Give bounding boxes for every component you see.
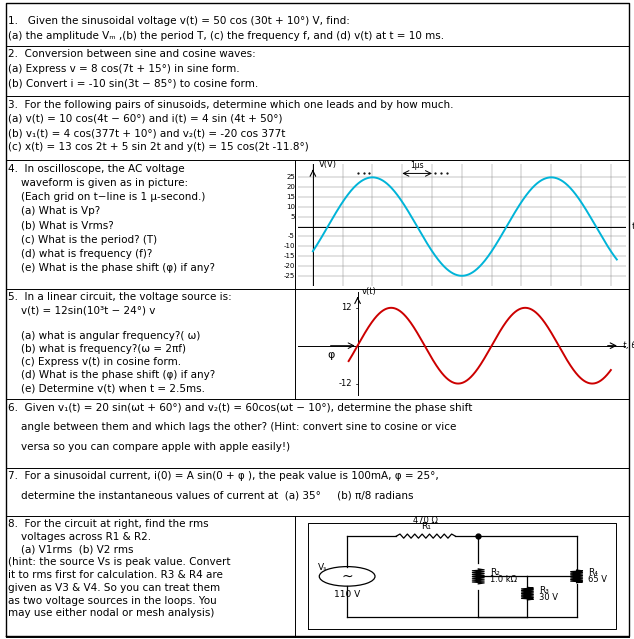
Text: 1.   Given the sinusoidal voltage v(t) = 50 cos (30t + 10°) V, find:: 1. Given the sinusoidal voltage v(t) = 5… (8, 16, 350, 26)
Text: Vₛ: Vₛ (318, 563, 328, 572)
Text: 5.  In a linear circuit, the voltage source is:: 5. In a linear circuit, the voltage sour… (8, 292, 232, 302)
Text: 8.  For the circuit at right, find the rms: 8. For the circuit at right, find the rm… (8, 519, 209, 529)
Text: 2.  Conversion between sine and cosine waves:: 2. Conversion between sine and cosine wa… (8, 49, 256, 59)
Text: 470 Ω: 470 Ω (413, 516, 438, 525)
Text: 20: 20 (286, 184, 295, 190)
Text: (a) what is angular frequency?( ω): (a) what is angular frequency?( ω) (8, 331, 200, 341)
Text: (a) v(t) = 10 cos(4t − 60°) and i(t) = 4 sin (4t + 50°): (a) v(t) = 10 cos(4t − 60°) and i(t) = 4… (8, 114, 283, 124)
Text: V(V): V(V) (319, 160, 337, 169)
Text: R₁: R₁ (421, 522, 430, 531)
Text: 7.  For a sinusoidal current, i(0) = A sin(0 + φ ), the peak value is 100mA, φ =: 7. For a sinusoidal current, i(0) = A si… (8, 471, 439, 481)
Text: R₄: R₄ (588, 569, 598, 578)
Text: -15: -15 (283, 253, 295, 259)
Text: (d) What is the phase shift (φ) if any?: (d) What is the phase shift (φ) if any? (8, 370, 216, 380)
Text: angle between them and which lags the other? (Hint: convert sine to cosine or vi: angle between them and which lags the ot… (8, 422, 456, 432)
Text: 5: 5 (290, 213, 295, 220)
Text: determine the instantaneous values of current at  (a) 35°     (b) π/8 radians: determine the instantaneous values of cu… (8, 490, 414, 500)
Text: R₂: R₂ (489, 569, 500, 578)
Text: 3.  For the following pairs of sinusoids, determine which one leads and by how m: 3. For the following pairs of sinusoids,… (8, 100, 454, 110)
Text: (a) the amplitude Vₘ ,(b) the period T, (c) the frequency f, and (d) v(t) at t =: (a) the amplitude Vₘ ,(b) the period T, … (8, 31, 444, 41)
Text: 6.  Given v₁(t) = 20 sin(ωt + 60°) and v₂(t) = 60cos(ωt − 10°), determine the ph: 6. Given v₁(t) = 20 sin(ωt + 60°) and v₂… (8, 403, 472, 413)
Text: ~: ~ (341, 569, 353, 583)
Text: (a) Express v = 8 cos(7t + 15°) in sine form.: (a) Express v = 8 cos(7t + 15°) in sine … (8, 64, 240, 73)
Text: (d) what is frequency (f)?: (d) what is frequency (f)? (8, 249, 153, 259)
Text: t, θ: t, θ (623, 341, 634, 350)
Text: (e) What is the phase shift (φ) if any?: (e) What is the phase shift (φ) if any? (8, 263, 215, 273)
Text: (c) x(t) = 13 cos 2t + 5 sin 2t and y(t) = 15 cos(2t -11.8°): (c) x(t) = 13 cos 2t + 5 sin 2t and y(t)… (8, 142, 309, 152)
Text: 4.  In oscilloscope, the AC voltage: 4. In oscilloscope, the AC voltage (8, 164, 185, 174)
Text: t: t (631, 222, 634, 231)
Text: 12: 12 (341, 304, 352, 312)
Text: (e) Determine v(t) when t = 2.5ms.: (e) Determine v(t) when t = 2.5ms. (8, 383, 205, 393)
Text: (b) what is frequency?(ω = 2πf): (b) what is frequency?(ω = 2πf) (8, 344, 186, 354)
Text: voltages across R1 & R2.: voltages across R1 & R2. (8, 532, 152, 542)
Text: waveform is given as in picture:: waveform is given as in picture: (8, 178, 188, 188)
Text: 30 V: 30 V (539, 592, 558, 601)
Text: R₃: R₃ (539, 586, 549, 595)
Text: 15: 15 (286, 194, 295, 200)
Text: (b) Convert i = -10 sin(3t − 85°) to cosine form.: (b) Convert i = -10 sin(3t − 85°) to cos… (8, 78, 259, 88)
Text: (hint: the source Vs is peak value. Convert: (hint: the source Vs is peak value. Conv… (8, 557, 231, 567)
Text: (b) v₁(t) = 4 cos(377t + 10°) and v₂(t) = -20 cos 377t: (b) v₁(t) = 4 cos(377t + 10°) and v₂(t) … (8, 128, 285, 138)
Text: 25: 25 (286, 174, 295, 180)
Text: -10: -10 (283, 243, 295, 249)
Text: 1.0 kΩ: 1.0 kΩ (489, 575, 517, 584)
Text: (b) What is Vrms?: (b) What is Vrms? (8, 220, 114, 231)
Text: v(t) = 12sin(10³t − 24°) v: v(t) = 12sin(10³t − 24°) v (8, 305, 155, 315)
Text: may use either nodal or mesh analysis): may use either nodal or mesh analysis) (8, 608, 215, 619)
Text: (c) What is the period? (T): (c) What is the period? (T) (8, 235, 157, 245)
Text: (a) V1rms  (b) V2 rms: (a) V1rms (b) V2 rms (8, 544, 134, 555)
Text: -5: -5 (288, 233, 295, 240)
Text: (c) Express v(t) in cosine form.: (c) Express v(t) in cosine form. (8, 357, 181, 367)
Text: v(t): v(t) (362, 287, 377, 296)
Text: versa so you can compare apple with apple easily!): versa so you can compare apple with appl… (8, 442, 290, 452)
Text: given as V3 & V4. So you can treat them: given as V3 & V4. So you can treat them (8, 583, 221, 593)
Text: it to rms first for calculation. R3 & R4 are: it to rms first for calculation. R3 & R4… (8, 570, 223, 580)
Text: 10: 10 (286, 204, 295, 210)
Text: (Each grid on t−line is 1 μ-second.): (Each grid on t−line is 1 μ-second.) (8, 192, 205, 202)
Text: as two voltage sources in the loops. You: as two voltage sources in the loops. You (8, 596, 217, 606)
Text: φ: φ (327, 350, 335, 360)
Text: 65 V: 65 V (588, 575, 607, 584)
Text: 1μs: 1μs (410, 162, 424, 171)
Text: -20: -20 (283, 263, 295, 269)
Text: 110 V: 110 V (334, 590, 360, 599)
Text: -12: -12 (338, 379, 352, 388)
Text: -25: -25 (284, 273, 295, 279)
Text: (a) What is Vp?: (a) What is Vp? (8, 206, 101, 217)
